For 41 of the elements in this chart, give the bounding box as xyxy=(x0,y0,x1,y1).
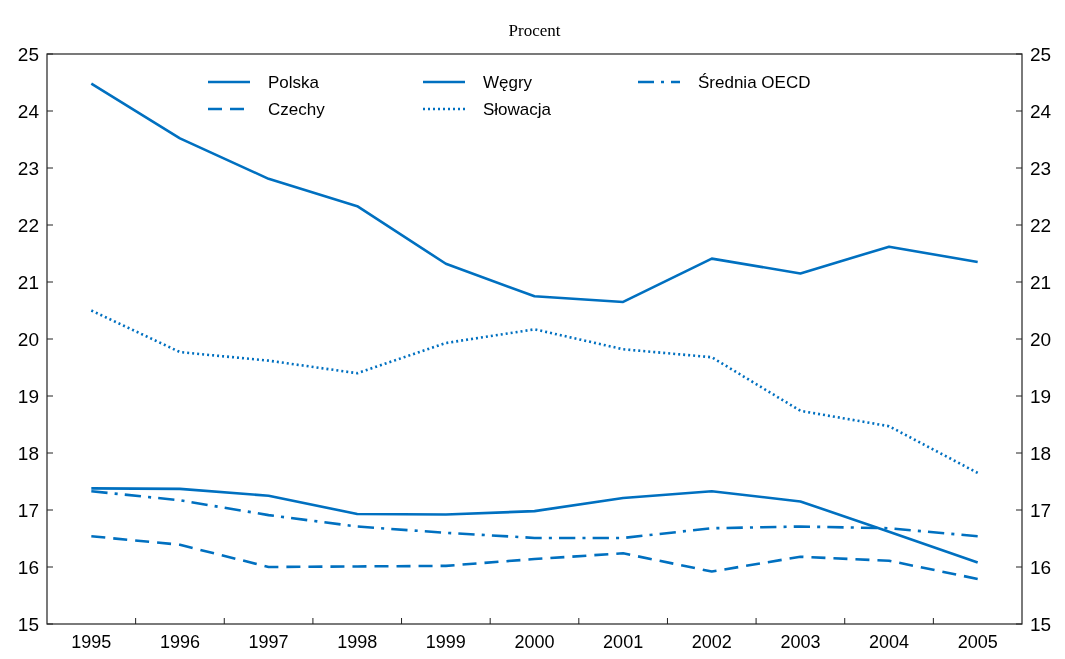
legend-label: Czechy xyxy=(268,99,326,119)
y2-tick-label: 23 xyxy=(1030,157,1052,179)
y2-tick-label: 22 xyxy=(1030,214,1052,236)
x-tick-label: 2002 xyxy=(691,632,732,652)
y-tick-label: 17 xyxy=(17,499,39,521)
legend-label: Węgry xyxy=(483,72,533,92)
y-tick-label: 25 xyxy=(17,43,39,65)
legend-label: Słowacja xyxy=(483,99,552,119)
x-tick-label: 2000 xyxy=(514,632,555,652)
y-tick-label: 21 xyxy=(17,271,39,293)
x-tick-label: 1999 xyxy=(425,632,466,652)
line-series xyxy=(90,309,979,475)
x-tick-label: 1997 xyxy=(248,632,289,652)
y-tick-label: 18 xyxy=(17,442,39,464)
line-series xyxy=(90,534,979,581)
y2-tick-label: 20 xyxy=(1030,328,1052,350)
y2-tick-label: 15 xyxy=(1030,613,1052,635)
y2-tick-label: 17 xyxy=(1030,499,1052,521)
x-tick-label: 1996 xyxy=(159,632,200,652)
y-tick-label: 19 xyxy=(17,385,39,407)
y2-tick-label: 24 xyxy=(1030,100,1052,122)
y2-tick-label: 19 xyxy=(1030,385,1052,407)
y-tick-label: 16 xyxy=(17,556,39,578)
y-tick-label: 22 xyxy=(17,214,39,236)
x-tick-label: 2005 xyxy=(957,632,998,652)
y-tick-label: 20 xyxy=(17,328,39,350)
x-tick-label: 2004 xyxy=(869,632,910,652)
x-tick-label: 2001 xyxy=(603,632,644,652)
legend-label: Średnia OECD xyxy=(698,72,811,92)
y2-tick-label: 25 xyxy=(1030,43,1052,65)
legend-label: Polska xyxy=(268,72,320,92)
y2-tick-label: 16 xyxy=(1030,556,1052,578)
y-tick-label: 23 xyxy=(17,157,39,179)
y-tick-label: 15 xyxy=(17,613,39,635)
x-tick-label: 1998 xyxy=(337,632,378,652)
x-tick-label: 1995 xyxy=(71,632,112,652)
chart-subtitle: Procent xyxy=(508,21,561,40)
x-tick-label: 2003 xyxy=(780,632,821,652)
y2-tick-label: 21 xyxy=(1030,271,1052,293)
y-tick-label: 24 xyxy=(17,100,40,122)
y2-tick-label: 18 xyxy=(1030,442,1052,464)
